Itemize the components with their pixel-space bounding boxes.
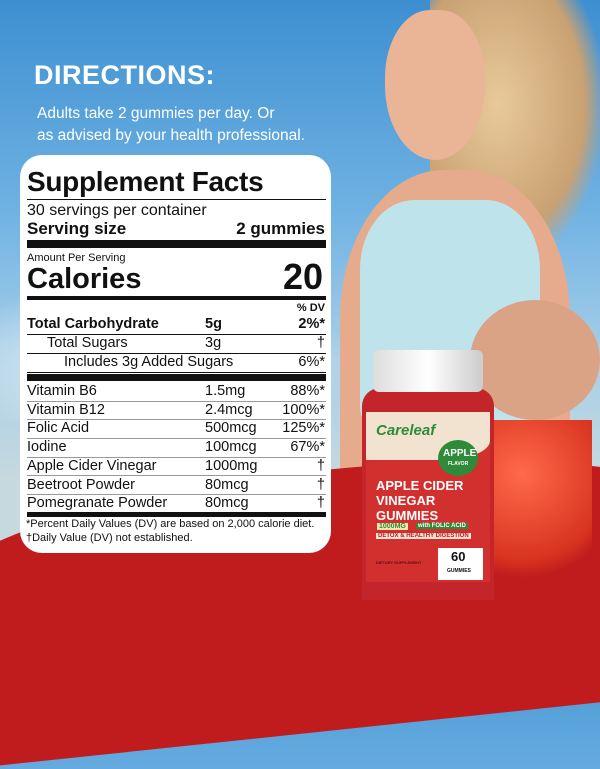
serving-size-value: 2 gummies (236, 219, 325, 238)
supplement-type: DIETARY SUPPLEMENT (376, 560, 422, 565)
bottle-lid (373, 350, 483, 392)
nutrient-amount: 3g (205, 335, 222, 351)
flavor-sub: FLAVOR (448, 461, 469, 467)
directions-line: as advised by your health professional. (37, 127, 305, 144)
ingredient-amount: 1000mg (205, 457, 258, 474)
product-name-line: VINEGAR (376, 493, 436, 508)
gummies-pile (492, 420, 592, 600)
calories-label: Calories (27, 263, 142, 295)
flavor: APPLE (443, 448, 477, 459)
nutrient-dv: 6%* (298, 354, 325, 370)
directions-line: Adults take 2 gummies per day. Or (37, 105, 275, 122)
divider-thick (27, 240, 326, 248)
ingredient-dv: 88%* (290, 383, 325, 399)
divider (27, 372, 326, 373)
ingredient-dv: † (316, 457, 325, 474)
ingredient-dv: † (316, 495, 325, 512)
divider (27, 334, 326, 335)
nutrient-amount: 5g (205, 316, 222, 332)
directions-text: Adults take 2 gummies per day. Or as advi… (37, 103, 305, 147)
divider (27, 456, 326, 458)
divider (27, 296, 326, 300)
ingredient-name: Vitamin B12 (27, 401, 105, 418)
ingredient-amount: 1.5mg (205, 383, 246, 399)
count: 60 (451, 549, 466, 564)
apple-icon (438, 440, 478, 476)
ingredient-amount: 100mcg (205, 439, 257, 456)
supplement-facts-panel (20, 155, 331, 553)
facts-title: Supplement Facts (27, 166, 264, 197)
tagline: DETOX & HEALTHY DIGESTION (376, 533, 471, 539)
ingredient-dv: 67%* (290, 439, 325, 456)
ingredient-name: Folic Acid (27, 420, 90, 437)
divider-thick (27, 374, 326, 381)
ingredient-amount: 80mcg (205, 495, 249, 512)
nutrient-name: Includes 3g Added Sugars (64, 354, 234, 370)
nutrient-dv: 2%* (298, 316, 325, 332)
divider (27, 494, 326, 495)
ingredient-name: Apple Cider Vinegar (27, 457, 157, 474)
divider (27, 353, 326, 354)
servings: 30 servings per container (27, 202, 207, 219)
ingredient-dv: 100%* (282, 401, 325, 418)
product-name: APPLE CIDER VINEGAR GUMMIES (376, 478, 463, 523)
directions-title: DIRECTIONS: (34, 60, 215, 90)
ingredient-name: Beetroot Powder (27, 476, 136, 493)
product-name-line: APPLE CIDER (376, 478, 464, 493)
dv-header: % DV (296, 302, 325, 314)
divider (27, 400, 326, 402)
divider (27, 199, 326, 200)
ingredient-name: Vitamin B6 (27, 383, 97, 399)
divider (27, 512, 326, 517)
with-badge: with FOLIC ACID (416, 523, 468, 529)
nutrient-name: Total Carbohydrate (27, 316, 159, 332)
nutrient-dv: † (316, 335, 325, 351)
ingredient-dv: † (316, 476, 325, 493)
divider (27, 419, 326, 421)
product-name-line: GUMMIES (376, 508, 439, 523)
calories-value: 20 (282, 256, 323, 297)
ingredient-name: Iodine (27, 439, 67, 456)
woman-face (385, 10, 485, 160)
dose-badge: 1000MG (377, 523, 408, 530)
ingredient-amount: 2.4mcg (205, 401, 253, 418)
footnote-dv: *Percent Daily Values (DV) are based on … (26, 518, 315, 530)
ingredient-dv: 125%* (282, 420, 325, 437)
footnote-not-established: †Daily Value (DV) not established. (26, 532, 193, 544)
serving-size-label: Serving size (27, 219, 127, 238)
brand-logo: Careleaf (376, 422, 436, 439)
count-unit: GUMMIES (447, 568, 471, 574)
ingredient-amount: 500mcg (205, 420, 257, 437)
count-box (438, 548, 483, 580)
ingredient-name: Pomegranate Powder (27, 495, 168, 512)
ingredient-amount: 80mcg (205, 476, 249, 493)
divider (27, 475, 326, 477)
amount-per-serving: Amount Per Serving (27, 252, 126, 264)
nutrient-name: Total Sugars (47, 335, 128, 351)
divider (27, 437, 326, 439)
